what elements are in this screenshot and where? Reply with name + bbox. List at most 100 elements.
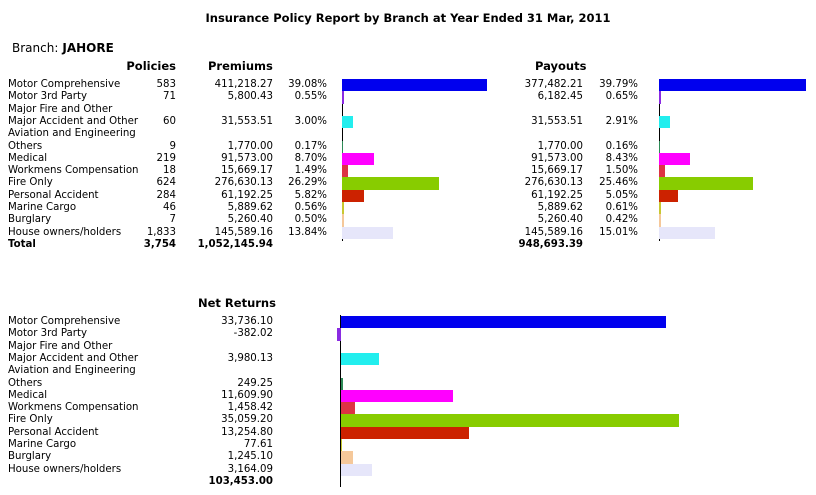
row-label: Motor 3rd Party: [8, 91, 88, 103]
payout-value: 6,182.45: [537, 91, 583, 103]
policies-value: 624: [156, 177, 176, 189]
policies-value: 60: [163, 115, 176, 127]
net-value: 249.25: [237, 377, 273, 389]
premiums-header: Premiums: [208, 59, 273, 73]
premium-share-bar: [342, 226, 394, 239]
premium-value: 91,573.00: [221, 152, 273, 164]
branch-label: Branch:: [12, 41, 59, 55]
net-value: 13,254.80: [221, 426, 273, 438]
policies-value: 46: [163, 202, 176, 213]
premium-share-bar: [342, 91, 345, 104]
row-label: Motor Comprehensive: [8, 316, 121, 327]
payout-share-bar: [659, 189, 678, 202]
premium-share-bar: [342, 152, 375, 166]
premium-share-bar: [342, 79, 487, 92]
premium-value: 411,218.27: [214, 79, 273, 90]
payout-value: 61,192.25: [531, 189, 583, 201]
net-value: 1,458.42: [227, 402, 273, 414]
payout-share-bar: [659, 177, 754, 190]
premium-value: 276,630.13: [214, 177, 273, 189]
premium-share-bar: [342, 202, 345, 215]
row-label: House owners/holders: [8, 463, 122, 475]
payout-value: 15,669.17: [531, 165, 583, 177]
total-net: 103,453.00: [208, 475, 273, 487]
payout-pct: 15.01%: [599, 226, 638, 238]
premium-pct: 0.17%: [294, 140, 327, 152]
net-value: 33,736.10: [221, 316, 273, 327]
policies-value: 284: [156, 189, 176, 201]
net-returns-header: Net Returns: [198, 296, 276, 310]
premium-value: 1,770.00: [227, 140, 273, 152]
premium-share-bar: [342, 214, 344, 227]
policies-value: 219: [156, 152, 176, 164]
net-return-bar: [341, 402, 356, 415]
net-return-bar: [341, 463, 372, 476]
premium-pct: 8.70%: [294, 152, 327, 164]
row-label: Major Accident and Other: [8, 352, 139, 364]
premium-pct: 1.49%: [294, 165, 327, 177]
row-label: Fire Only: [8, 414, 53, 426]
policies-header: Policies: [126, 59, 176, 73]
payout-pct: 5.05%: [605, 189, 638, 201]
payout-share-bar: [659, 79, 807, 92]
net-return-bar: [341, 389, 453, 403]
premium-value: 5,800.43: [227, 91, 273, 103]
payout-value: 145,589.16: [524, 226, 583, 238]
row-label: Others: [8, 140, 43, 152]
row-label: Major Fire and Other: [8, 340, 113, 352]
net-return-bar: [341, 439, 342, 452]
net-value: 77.61: [243, 439, 273, 450]
policies-value: 7: [169, 214, 176, 226]
row-label: Major Accident and Other: [8, 115, 139, 127]
premium-pct: 3.00%: [294, 115, 327, 127]
payout-value: 1,770.00: [537, 140, 583, 152]
payout-pct: 0.42%: [605, 214, 638, 226]
premium-share-bar: [342, 189, 364, 202]
row-label: Personal Accident: [8, 426, 99, 438]
premium-share-bar: [342, 177, 440, 190]
total-policies: 3,754: [143, 238, 176, 250]
report-title: Insurance Policy Report by Branch at Yea…: [205, 11, 611, 25]
payout-pct: 39.79%: [599, 79, 638, 90]
payout-pct: 8.43%: [605, 152, 638, 164]
premium-value: 31,553.51: [221, 115, 273, 127]
payouts-header: Payouts: [535, 59, 587, 73]
total-label: Total: [8, 238, 36, 250]
premium-value: 15,669.17: [221, 165, 273, 177]
total-payout: 948,693.39: [518, 238, 583, 250]
premium-pct: 0.56%: [294, 202, 327, 213]
net-value: -382.02: [233, 328, 273, 340]
payout-pct: 0.16%: [605, 140, 638, 152]
branch-line: Branch: JAHORE: [12, 41, 114, 55]
policies-value: 18: [163, 165, 176, 177]
premium-pct: 0.50%: [294, 214, 327, 226]
payout-pct: 0.61%: [605, 202, 638, 213]
row-label: Motor 3rd Party: [8, 328, 88, 340]
premium-value: 5,260.40: [227, 214, 273, 226]
premium-pct: 26.29%: [288, 177, 327, 189]
payout-value: 31,553.51: [531, 115, 583, 127]
policies-value: 583: [156, 79, 176, 90]
payout-value: 5,260.40: [537, 214, 583, 226]
payout-share-bar: [659, 91, 662, 104]
net-return-bar: [341, 377, 344, 390]
premium-value: 145,589.16: [214, 226, 273, 238]
row-label: Personal Accident: [8, 189, 99, 201]
payout-pct: 1.50%: [605, 165, 638, 177]
row-label: Marine Cargo: [8, 202, 77, 213]
row-label: Workmens Compensation: [8, 402, 139, 414]
net-value: 3,980.13: [227, 352, 273, 364]
row-label: Major Fire and Other: [8, 103, 113, 115]
premium-value: 5,889.62: [227, 202, 273, 213]
net-return-bar: [341, 352, 380, 366]
premium-share-bar: [342, 140, 343, 153]
premium-pct: 0.55%: [294, 91, 327, 103]
net-value: 35,059.20: [221, 414, 273, 426]
policies-value: 9: [169, 140, 176, 152]
row-label: Medical: [8, 389, 48, 401]
row-label: Medical: [8, 152, 48, 164]
net-return-bar: [341, 451, 353, 464]
row-label: Fire Only: [8, 177, 53, 189]
row-label: Aviation and Engineering: [8, 128, 136, 140]
payout-pct: 25.46%: [599, 177, 638, 189]
